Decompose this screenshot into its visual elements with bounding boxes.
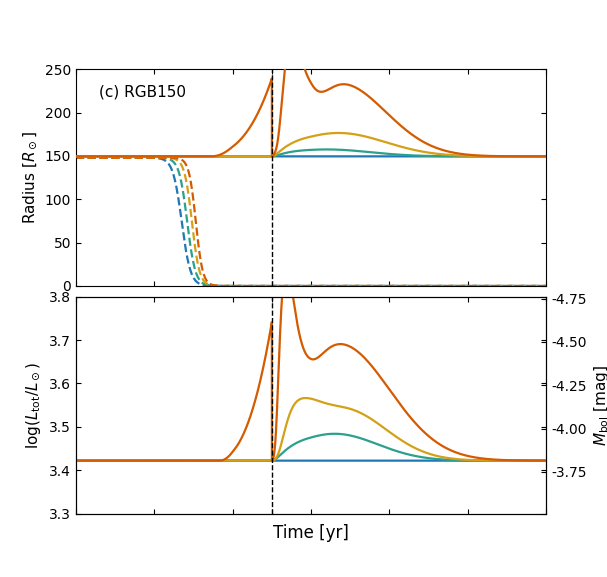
Y-axis label: log$(L_\mathrm{tot}/L_\odot)$: log$(L_\mathrm{tot}/L_\odot)$ xyxy=(25,362,44,448)
Text: (c) RGB150: (c) RGB150 xyxy=(100,84,186,99)
Y-axis label: Radius $[R_\odot]$: Radius $[R_\odot]$ xyxy=(21,131,39,224)
X-axis label: Time [yr]: Time [yr] xyxy=(273,524,349,542)
Y-axis label: $M_\mathrm{bol}$ [mag]: $M_\mathrm{bol}$ [mag] xyxy=(592,365,607,446)
